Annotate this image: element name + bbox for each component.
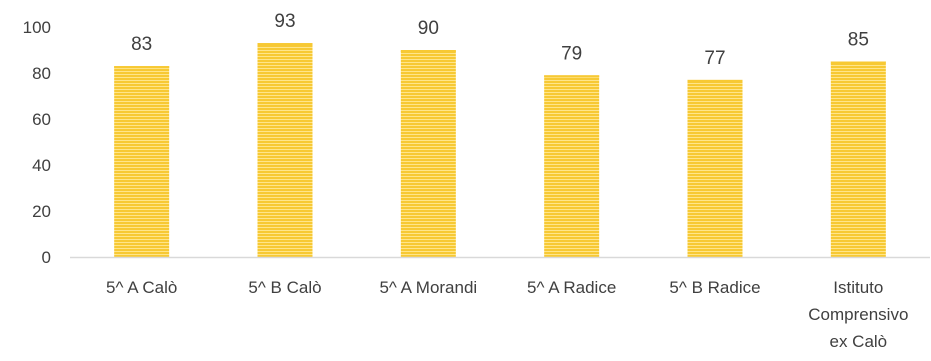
bar — [687, 79, 743, 258]
x-tick-label: 5^ A Radice — [527, 278, 616, 297]
x-tick-label: 5^ B Calò — [248, 278, 321, 297]
x-tick-label-line: 5^ A Radice — [527, 278, 616, 297]
y-tick-label: 40 — [32, 156, 51, 175]
bars-group — [114, 43, 886, 258]
x-axis-tick-labels: 5^ A Calò 5^ B Calò 5^ A Morandi 5^ A Radic… — [106, 278, 908, 351]
data-label: 77 — [704, 48, 725, 69]
x-tick-label-line: 5^ B Calò — [248, 278, 321, 297]
bar — [400, 50, 456, 257]
data-labels-group: 83 93 90 79 77 85 — [131, 11, 869, 69]
x-tick-label: Istituto Comprensivo ex Calò — [808, 278, 908, 351]
bar-top-edge — [687, 79, 743, 82]
bar — [544, 75, 600, 257]
bar — [830, 61, 886, 257]
x-tick-label: 5^ A Calò — [106, 278, 177, 297]
data-label: 83 — [131, 34, 152, 55]
x-tick-label-line: ex Calò — [830, 332, 888, 351]
y-tick-label: 100 — [23, 18, 51, 37]
bar-top-edge — [400, 50, 456, 52]
data-label: 79 — [561, 43, 582, 64]
y-tick-label: 20 — [32, 202, 51, 221]
data-label: 93 — [274, 11, 295, 32]
x-tick-label-line: 5^ A Morandi — [379, 278, 477, 297]
bar-top-edge — [257, 43, 313, 46]
x-tick-label-line: 5^ A Calò — [106, 278, 177, 297]
y-tick-label: 80 — [32, 64, 51, 83]
x-tick-label-line: 5^ B Radice — [669, 278, 760, 297]
bar — [114, 66, 170, 257]
y-axis-tick-labels: 0 20 40 60 80 100 — [23, 18, 51, 267]
data-label: 85 — [848, 30, 869, 51]
x-tick-label: 5^ A Morandi — [379, 278, 477, 297]
x-tick-label-line: Comprensivo — [808, 305, 908, 324]
x-tick-label: 5^ B Radice — [669, 278, 760, 297]
bar — [257, 43, 313, 257]
bar-top-edge — [114, 66, 170, 69]
bar-top-edge — [830, 61, 886, 64]
bar-top-edge — [544, 75, 600, 78]
x-tick-label-line: Istituto — [833, 278, 883, 297]
y-tick-label: 60 — [32, 110, 51, 129]
data-label: 90 — [418, 18, 439, 39]
y-tick-label: 0 — [42, 248, 51, 267]
